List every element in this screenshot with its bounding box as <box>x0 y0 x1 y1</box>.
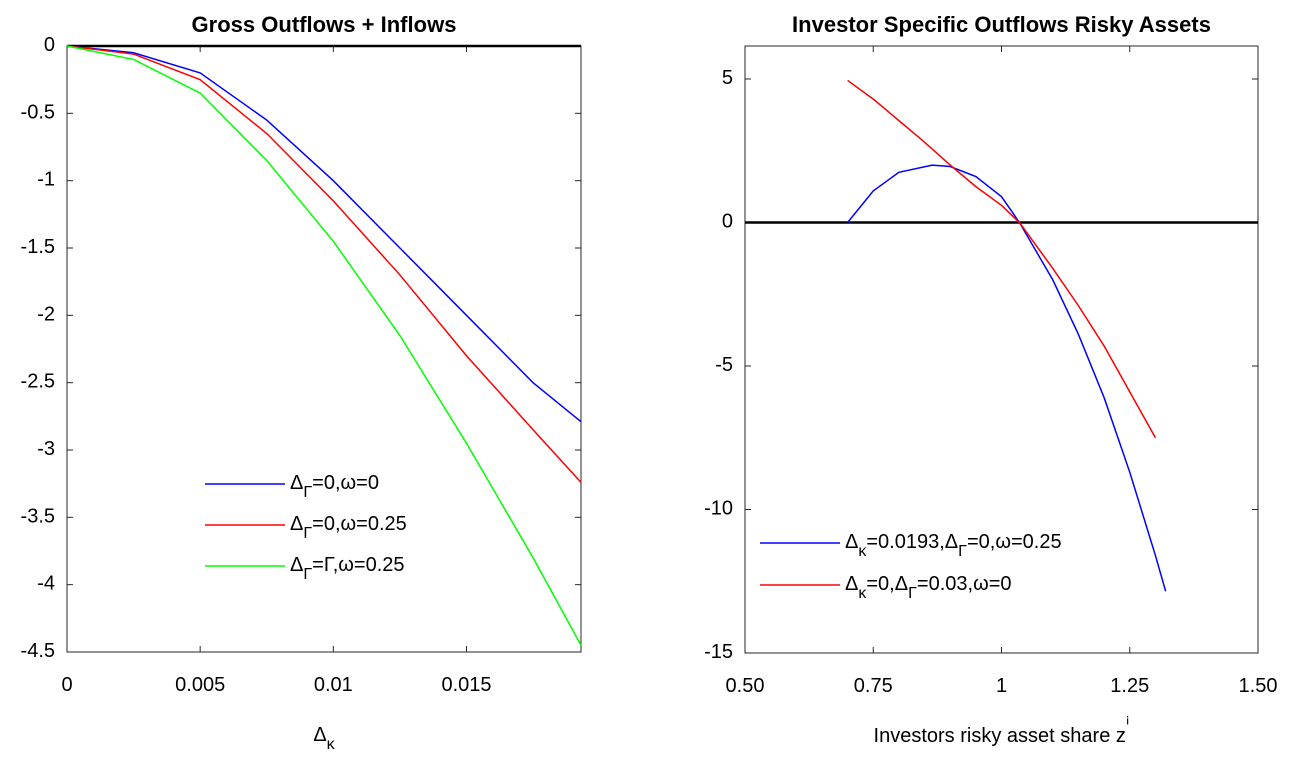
x-tick-label: 0.015 <box>441 674 491 696</box>
y-tick-label: 5 <box>722 67 733 89</box>
subplot: Investor Specific Outflows Risky Assets -… <box>704 12 1277 747</box>
y-tick-label: -4 <box>37 573 55 595</box>
x-tick-label: 1.50 <box>1239 675 1278 697</box>
x-tick-label: 1 <box>996 675 1007 697</box>
plot-area <box>744 45 1259 654</box>
y-tick-label: -1.5 <box>21 236 55 258</box>
x-tick-label: 0.75 <box>854 675 893 697</box>
line-series <box>66 45 582 423</box>
line-series <box>66 45 582 646</box>
plot-area <box>66 45 582 653</box>
legend-label: Δκ=0,ΔΓ=0.03,ω=0 <box>845 573 1012 601</box>
x-tick-label: 1.25 <box>1110 675 1149 697</box>
x-tick-label: 0.01 <box>314 674 353 696</box>
y-tick-label: -2 <box>37 304 55 326</box>
line-series <box>847 164 1167 592</box>
legend-label: Δκ=0.0193,ΔΓ=0,ω=0.25 <box>845 531 1062 559</box>
line-series <box>847 79 1157 439</box>
x-tick-label: 0.50 <box>726 675 765 697</box>
y-tick-label: -3 <box>37 438 55 460</box>
y-tick-label: -2.5 <box>21 371 55 393</box>
y-tick-label: -3.5 <box>21 506 55 528</box>
y-tick-label: -15 <box>704 641 733 663</box>
y-tick-label: -1 <box>37 169 55 191</box>
y-tick-label: -0.5 <box>21 102 55 124</box>
subplot: Gross Outflows + Inflows -4.5 -4 -3.5 -3 -2.5… <box>21 12 582 753</box>
y-tick-label: -4.5 <box>21 640 55 662</box>
x-tick-label: 0.005 <box>175 674 225 696</box>
legend-label: ΔΓ=Γ,ω=0.25 <box>290 554 405 582</box>
x-axis-label: Investors risky asset share zⁱ <box>874 714 1130 747</box>
legend-label: ΔΓ=0,ω=0 <box>290 472 379 500</box>
x-axis-label: Δκ <box>313 724 335 752</box>
y-tick-label: -5 <box>715 354 733 376</box>
line-series <box>66 45 582 483</box>
y-tick-label: 0 <box>44 34 55 56</box>
x-tick-label: 0 <box>61 674 72 696</box>
legend-label: ΔΓ=0,ω=0.25 <box>290 513 407 541</box>
y-tick-label: -10 <box>704 498 733 520</box>
y-tick-label: 0 <box>722 211 733 233</box>
chart-title: Investor Specific Outflows Risky Assets <box>792 12 1211 37</box>
chart-title: Gross Outflows + Inflows <box>192 12 457 37</box>
